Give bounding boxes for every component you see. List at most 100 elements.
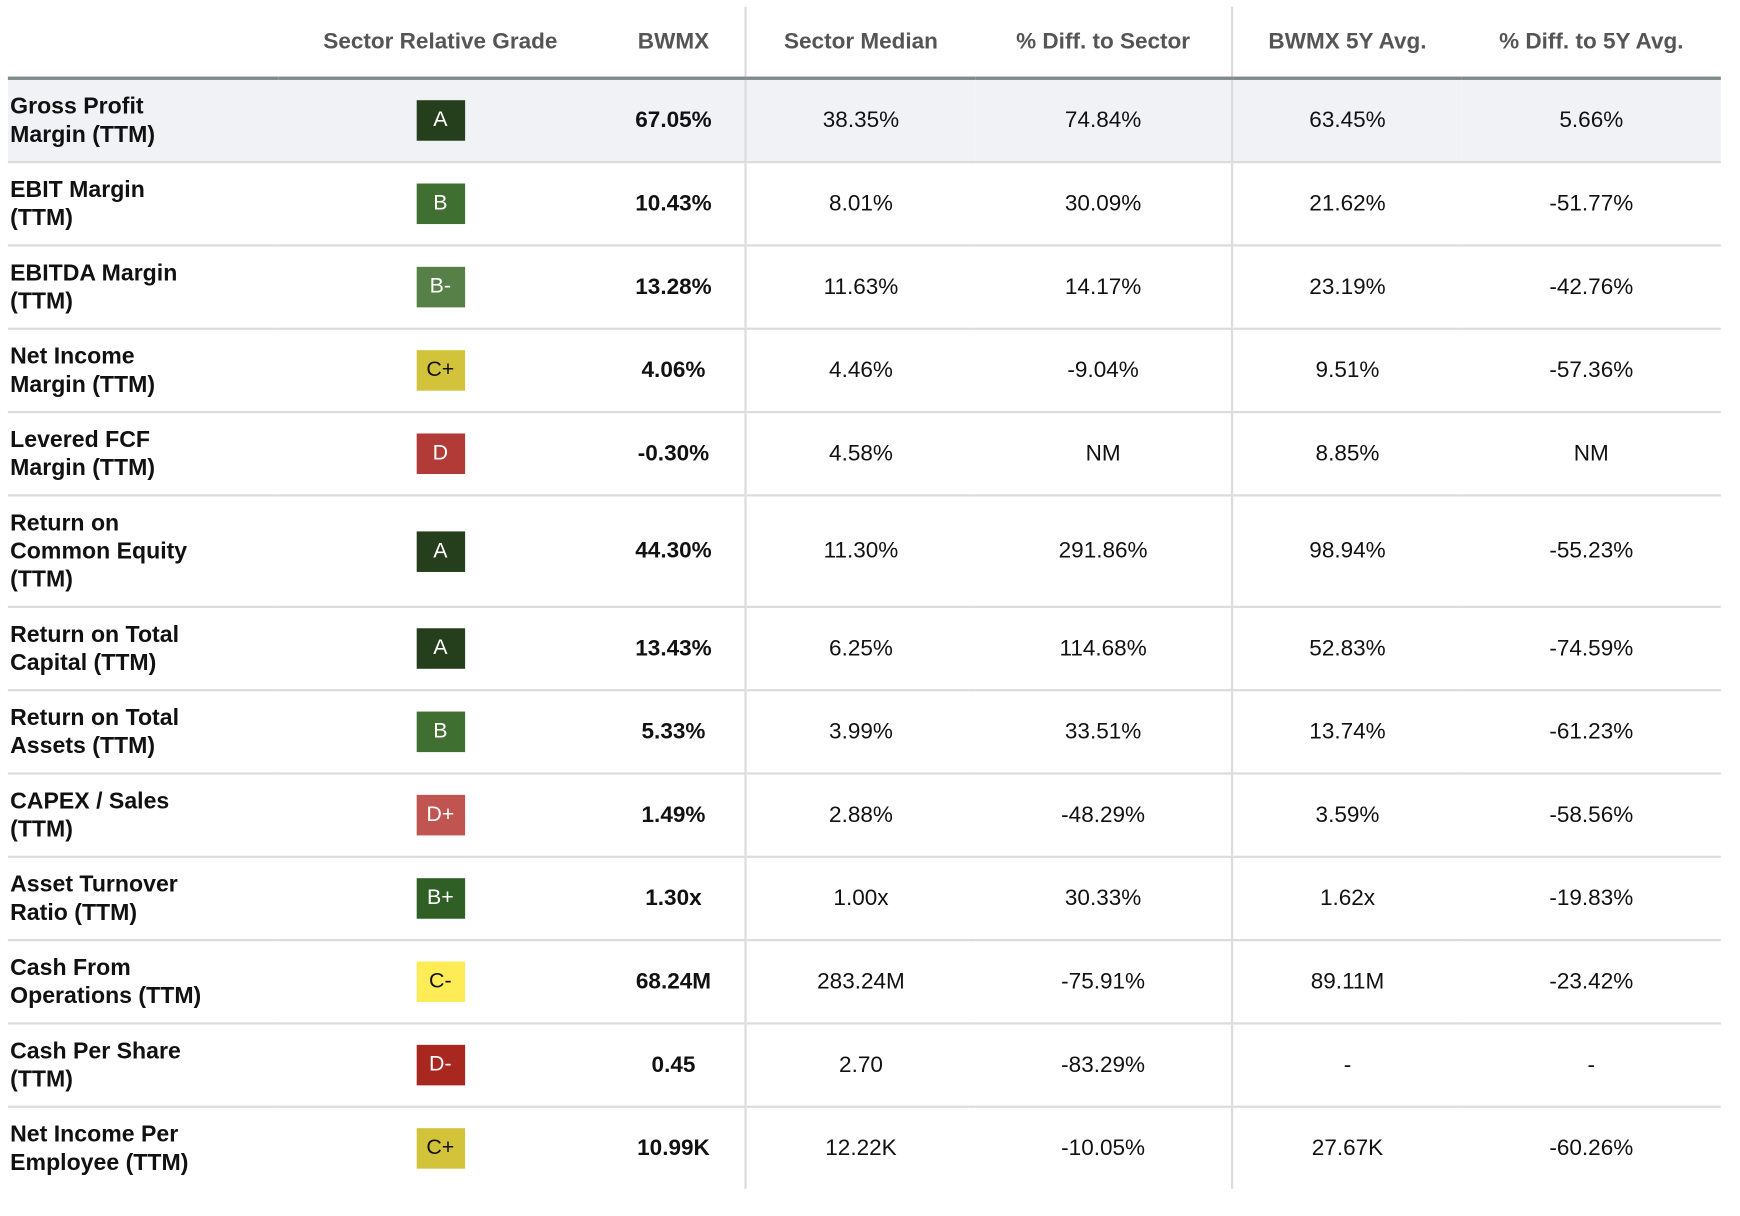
bwmx-5y-avg-value: 21.62% <box>1230 162 1462 247</box>
metric-label: EBIT Margin (TTM) <box>7 162 279 247</box>
sector-median-value: 2.70 <box>744 1023 976 1108</box>
metric-label-line: CAPEX / Sales <box>10 788 170 815</box>
header-bwmx-5y-avg: BWMX 5Y Avg. <box>1230 6 1462 80</box>
bwmx-5y-avg-value: 13.74% <box>1230 690 1462 775</box>
metric-label-line: EBIT Margin <box>10 176 145 203</box>
sector-median-value: 283.24M <box>744 940 976 1025</box>
diff-to-sector-value: 30.09% <box>975 162 1233 247</box>
metric-label: Gross Profit Margin (TTM) <box>7 78 279 164</box>
bwmx-5y-avg-value: 1.62x <box>1230 856 1462 942</box>
grade-badge: B+ <box>416 878 465 919</box>
header-metric <box>7 6 279 80</box>
metric-label-line: Return on <box>10 510 120 536</box>
table-row: Return on Total Assets (TTM) B 5.33% 3.99… <box>7 690 1721 775</box>
sector-median-value: 4.46% <box>744 328 976 414</box>
table-row: Net Income Margin (TTM) C+ 4.06% 4.46% -9… <box>7 328 1721 414</box>
grade-badge: C+ <box>416 350 465 391</box>
grade-cell: B <box>278 162 603 247</box>
diff-to-5y-avg-value: 5.66% <box>1461 78 1721 164</box>
diff-to-sector-value: 74.84% <box>975 78 1233 164</box>
metric-label-line: Margin (TTM) <box>10 454 156 481</box>
bwmx-5y-avg-value: 89.11M <box>1230 940 1462 1025</box>
diff-to-sector-value: 14.17% <box>975 245 1233 330</box>
diff-to-5y-avg-value: -58.56% <box>1461 773 1721 858</box>
metric-label: Net Income Per Employee (TTM) <box>8 1107 278 1189</box>
metric-label-line: Capital (TTM) <box>10 649 157 676</box>
bwmx-value: 44.30% <box>602 495 746 608</box>
diff-to-5y-avg-value: -42.76% <box>1461 245 1721 330</box>
grade-badge: C+ <box>416 1128 465 1169</box>
metric-label-line: Gross Profit <box>10 93 144 120</box>
header-diff-to-5y-avg: % Diff. to 5Y Avg. <box>1461 6 1721 80</box>
metric-label: Return on Total Capital (TTM) <box>7 606 279 692</box>
diff-to-5y-avg-value: -55.23% <box>1461 495 1721 608</box>
metric-label-line: Net Income <box>10 343 135 370</box>
diff-to-5y-avg-value: -57.36% <box>1461 328 1721 414</box>
metric-label-line: Common Equity <box>10 538 188 565</box>
bwmx-value: 13.43% <box>602 606 746 692</box>
metric-label: Return on Common Equity (TTM) <box>7 495 279 608</box>
metric-label-line: (TTM) <box>10 1066 73 1093</box>
grade-cell: A <box>278 78 603 164</box>
profitability-grade-table: Sector Relative Grade BWMX Sector Median… <box>7 6 1721 1189</box>
bwmx-5y-avg-value: 27.67K <box>1230 1106 1462 1189</box>
bwmx-value: 4.06% <box>602 328 746 414</box>
bwmx-value: 13.28% <box>602 245 746 330</box>
diff-to-sector-value: -10.05% <box>1061 1135 1146 1161</box>
diff-to-5y-avg-value: -51.77% <box>1461 162 1721 247</box>
metric-label: Net Income Margin (TTM) <box>7 328 279 414</box>
sector-median-value: 12.22K <box>744 1106 976 1189</box>
metric-label: Cash Per Share (TTM) <box>7 1023 279 1108</box>
bwmx-5y-avg-value: 8.85% <box>1230 412 1462 497</box>
metric-label: Asset Turnover Ratio (TTM) <box>7 856 279 942</box>
table-header-row: Sector Relative Grade BWMX Sector Median… <box>7 6 1721 80</box>
metric-label-line: Employee (TTM) <box>10 1149 189 1176</box>
grade-cell: B+ <box>278 856 603 942</box>
header-sector-median: Sector Median <box>744 6 976 80</box>
table-row: Return on Common Equity (TTM) A 44.30% 11.… <box>7 495 1721 608</box>
bwmx-value: 1.30x <box>602 856 746 942</box>
table-row: Return on Total Capital (TTM) A 13.43% 6.… <box>7 606 1721 692</box>
grade-badge: D+ <box>416 794 465 836</box>
metric-label-line: Assets (TTM) <box>10 732 156 759</box>
grade-cell: D+ <box>278 773 603 858</box>
diff-to-5y-avg-value: -19.83% <box>1461 856 1721 942</box>
table-row: Cash Per Share (TTM) D- 0.45 2.70 -83.29%… <box>7 1023 1721 1108</box>
metric-label: Levered FCF Margin (TTM) <box>7 412 279 497</box>
header-bwmx: BWMX <box>602 6 746 80</box>
metric-label-line: Operations (TTM) <box>10 982 202 1009</box>
table-row: Levered FCF Margin (TTM) D -0.30% 4.58% N… <box>7 412 1721 497</box>
diff-to-sector-value: -48.29% <box>975 773 1233 858</box>
metric-label-line: (TTM) <box>10 204 73 231</box>
metric-label-line: Cash From <box>10 954 131 981</box>
grade-cell: B- <box>278 245 603 330</box>
bwmx-value: 10.43% <box>602 162 746 247</box>
grade-badge: A <box>416 530 465 572</box>
sector-median-value: 4.58% <box>744 412 976 497</box>
grade-cell: C+ <box>278 1107 602 1189</box>
diff-to-sector-value: -9.04% <box>975 328 1233 414</box>
grade-badge: D <box>416 433 465 475</box>
metric-label-line: Net Income Per <box>10 1121 179 1148</box>
bwmx-value: 68.24M <box>602 940 746 1025</box>
bwmx-5y-avg-value: 3.59% <box>1230 773 1462 858</box>
metric-label-line: Margin (TTM) <box>10 121 156 148</box>
metric-label-line: Ratio (TTM) <box>10 899 138 926</box>
bwmx-value: 0.45 <box>602 1023 746 1108</box>
bwmx-5y-avg-value: 63.45% <box>1230 78 1462 164</box>
diff-to-5y-avg-value: -60.26% <box>1549 1135 1634 1161</box>
metric-label: Cash From Operations (TTM) <box>7 940 279 1025</box>
metric-label-line: Return on Total <box>10 621 179 648</box>
bwmx-5y-avg-value: 9.51% <box>1230 328 1462 414</box>
metric-label-line: Cash Per Share <box>10 1038 181 1064</box>
grade-badge: A <box>416 628 465 669</box>
diff-to-sector-value: NM <box>975 412 1233 497</box>
bwmx-value: 5.33% <box>602 690 746 775</box>
grade-cell: D <box>278 412 603 497</box>
table-row: Cash From Operations (TTM) C- 68.24M 283.… <box>7 940 1721 1025</box>
metric-label-line: Return on Total <box>10 704 179 731</box>
grade-badge: D- <box>416 1044 465 1086</box>
metric-label-line: (TTM) <box>10 816 73 843</box>
grade-badge: B <box>416 711 465 753</box>
